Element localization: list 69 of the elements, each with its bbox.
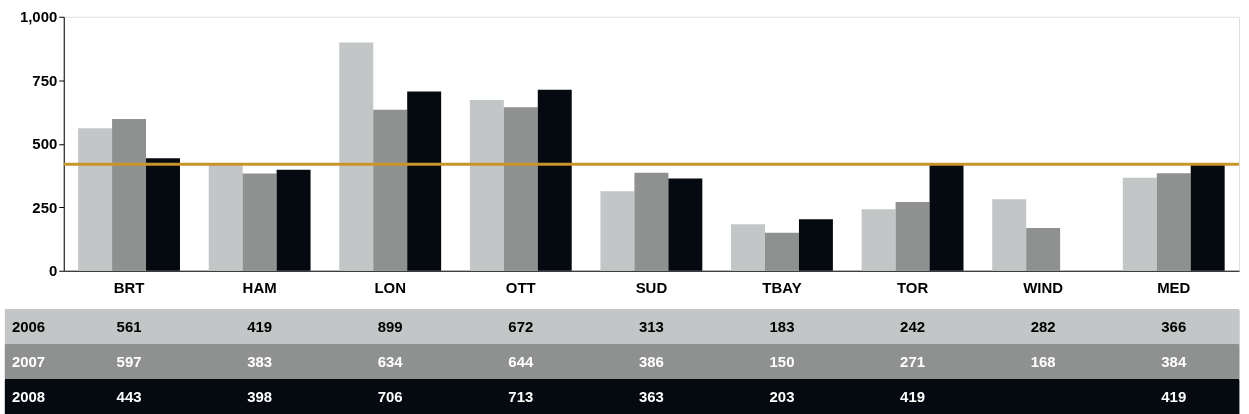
- bar: [503, 107, 538, 271]
- data-label: 561: [116, 318, 142, 335]
- bar: [798, 219, 833, 271]
- bar: [242, 173, 277, 271]
- bar: [992, 199, 1027, 271]
- bar: [765, 232, 799, 271]
- data-label: 597: [116, 352, 142, 370]
- text: 2006: [11, 318, 46, 335]
- text: 2007: [11, 352, 46, 370]
- bar: [339, 42, 374, 271]
- data-label: 419: [247, 318, 273, 335]
- bar: [600, 191, 635, 271]
- bar: [1026, 228, 1061, 271]
- bar: [112, 119, 147, 271]
- bar: [861, 209, 896, 271]
- data-label: 366: [1161, 318, 1187, 335]
- y-tick-label: 1,000: [19, 8, 58, 26]
- bar: [1190, 164, 1225, 271]
- data-label: 384: [1161, 352, 1187, 370]
- bar: [146, 158, 180, 271]
- bar: [668, 178, 703, 271]
- data-label: 282: [1030, 318, 1056, 335]
- data-label: 168: [1030, 352, 1056, 370]
- data-label: 313: [638, 318, 664, 335]
- x-tick-label: LON: [374, 279, 406, 297]
- data-label: 203: [769, 387, 795, 405]
- data-label: 150: [769, 352, 795, 370]
- bar: [469, 100, 504, 271]
- bar: [407, 91, 442, 271]
- data-label: 634: [377, 352, 404, 370]
- bar: [895, 201, 930, 271]
- y-tick-label: 750: [32, 71, 58, 89]
- data-label: 713: [508, 387, 534, 405]
- x-tick-label: SUD: [635, 279, 668, 297]
- bar: [731, 224, 765, 271]
- data-label: 386: [638, 352, 664, 370]
- data-label: 899: [377, 318, 403, 335]
- y-tick-label: 250: [32, 198, 58, 216]
- bar: [78, 128, 113, 271]
- x-tick-label: OTT: [505, 279, 536, 297]
- x-tick-label: HAM: [242, 279, 277, 297]
- bar: [634, 172, 669, 271]
- bar: [1122, 177, 1157, 271]
- y-tick-label: 0: [48, 262, 58, 280]
- bar: [276, 169, 311, 271]
- data-label: 419: [1161, 387, 1187, 405]
- data-label: 363: [638, 387, 664, 405]
- x-tick-label: BRT: [113, 279, 145, 297]
- x-tick-label: MED: [1157, 279, 1191, 297]
- text: 2008: [11, 387, 46, 405]
- data-label: 644: [508, 352, 534, 370]
- bar: [373, 109, 408, 271]
- data-label: 242: [900, 318, 926, 335]
- data-label: 443: [116, 387, 142, 405]
- x-tick-label: WIND: [1023, 279, 1064, 297]
- bar: [537, 89, 572, 271]
- data-label: 706: [377, 387, 403, 405]
- x-tick-label: TOR: [896, 279, 929, 297]
- data-label: 419: [900, 387, 926, 405]
- data-label: 183: [769, 318, 795, 335]
- bar: [1156, 173, 1191, 271]
- data-label: 383: [247, 352, 273, 370]
- y-tick-label: 500: [32, 135, 58, 153]
- x-tick-label: TBAY: [762, 279, 802, 297]
- bar: [929, 164, 964, 271]
- data-label: 271: [900, 352, 926, 370]
- data-label: 672: [508, 318, 534, 335]
- data-label: 398: [247, 387, 273, 405]
- bar: [208, 164, 243, 271]
